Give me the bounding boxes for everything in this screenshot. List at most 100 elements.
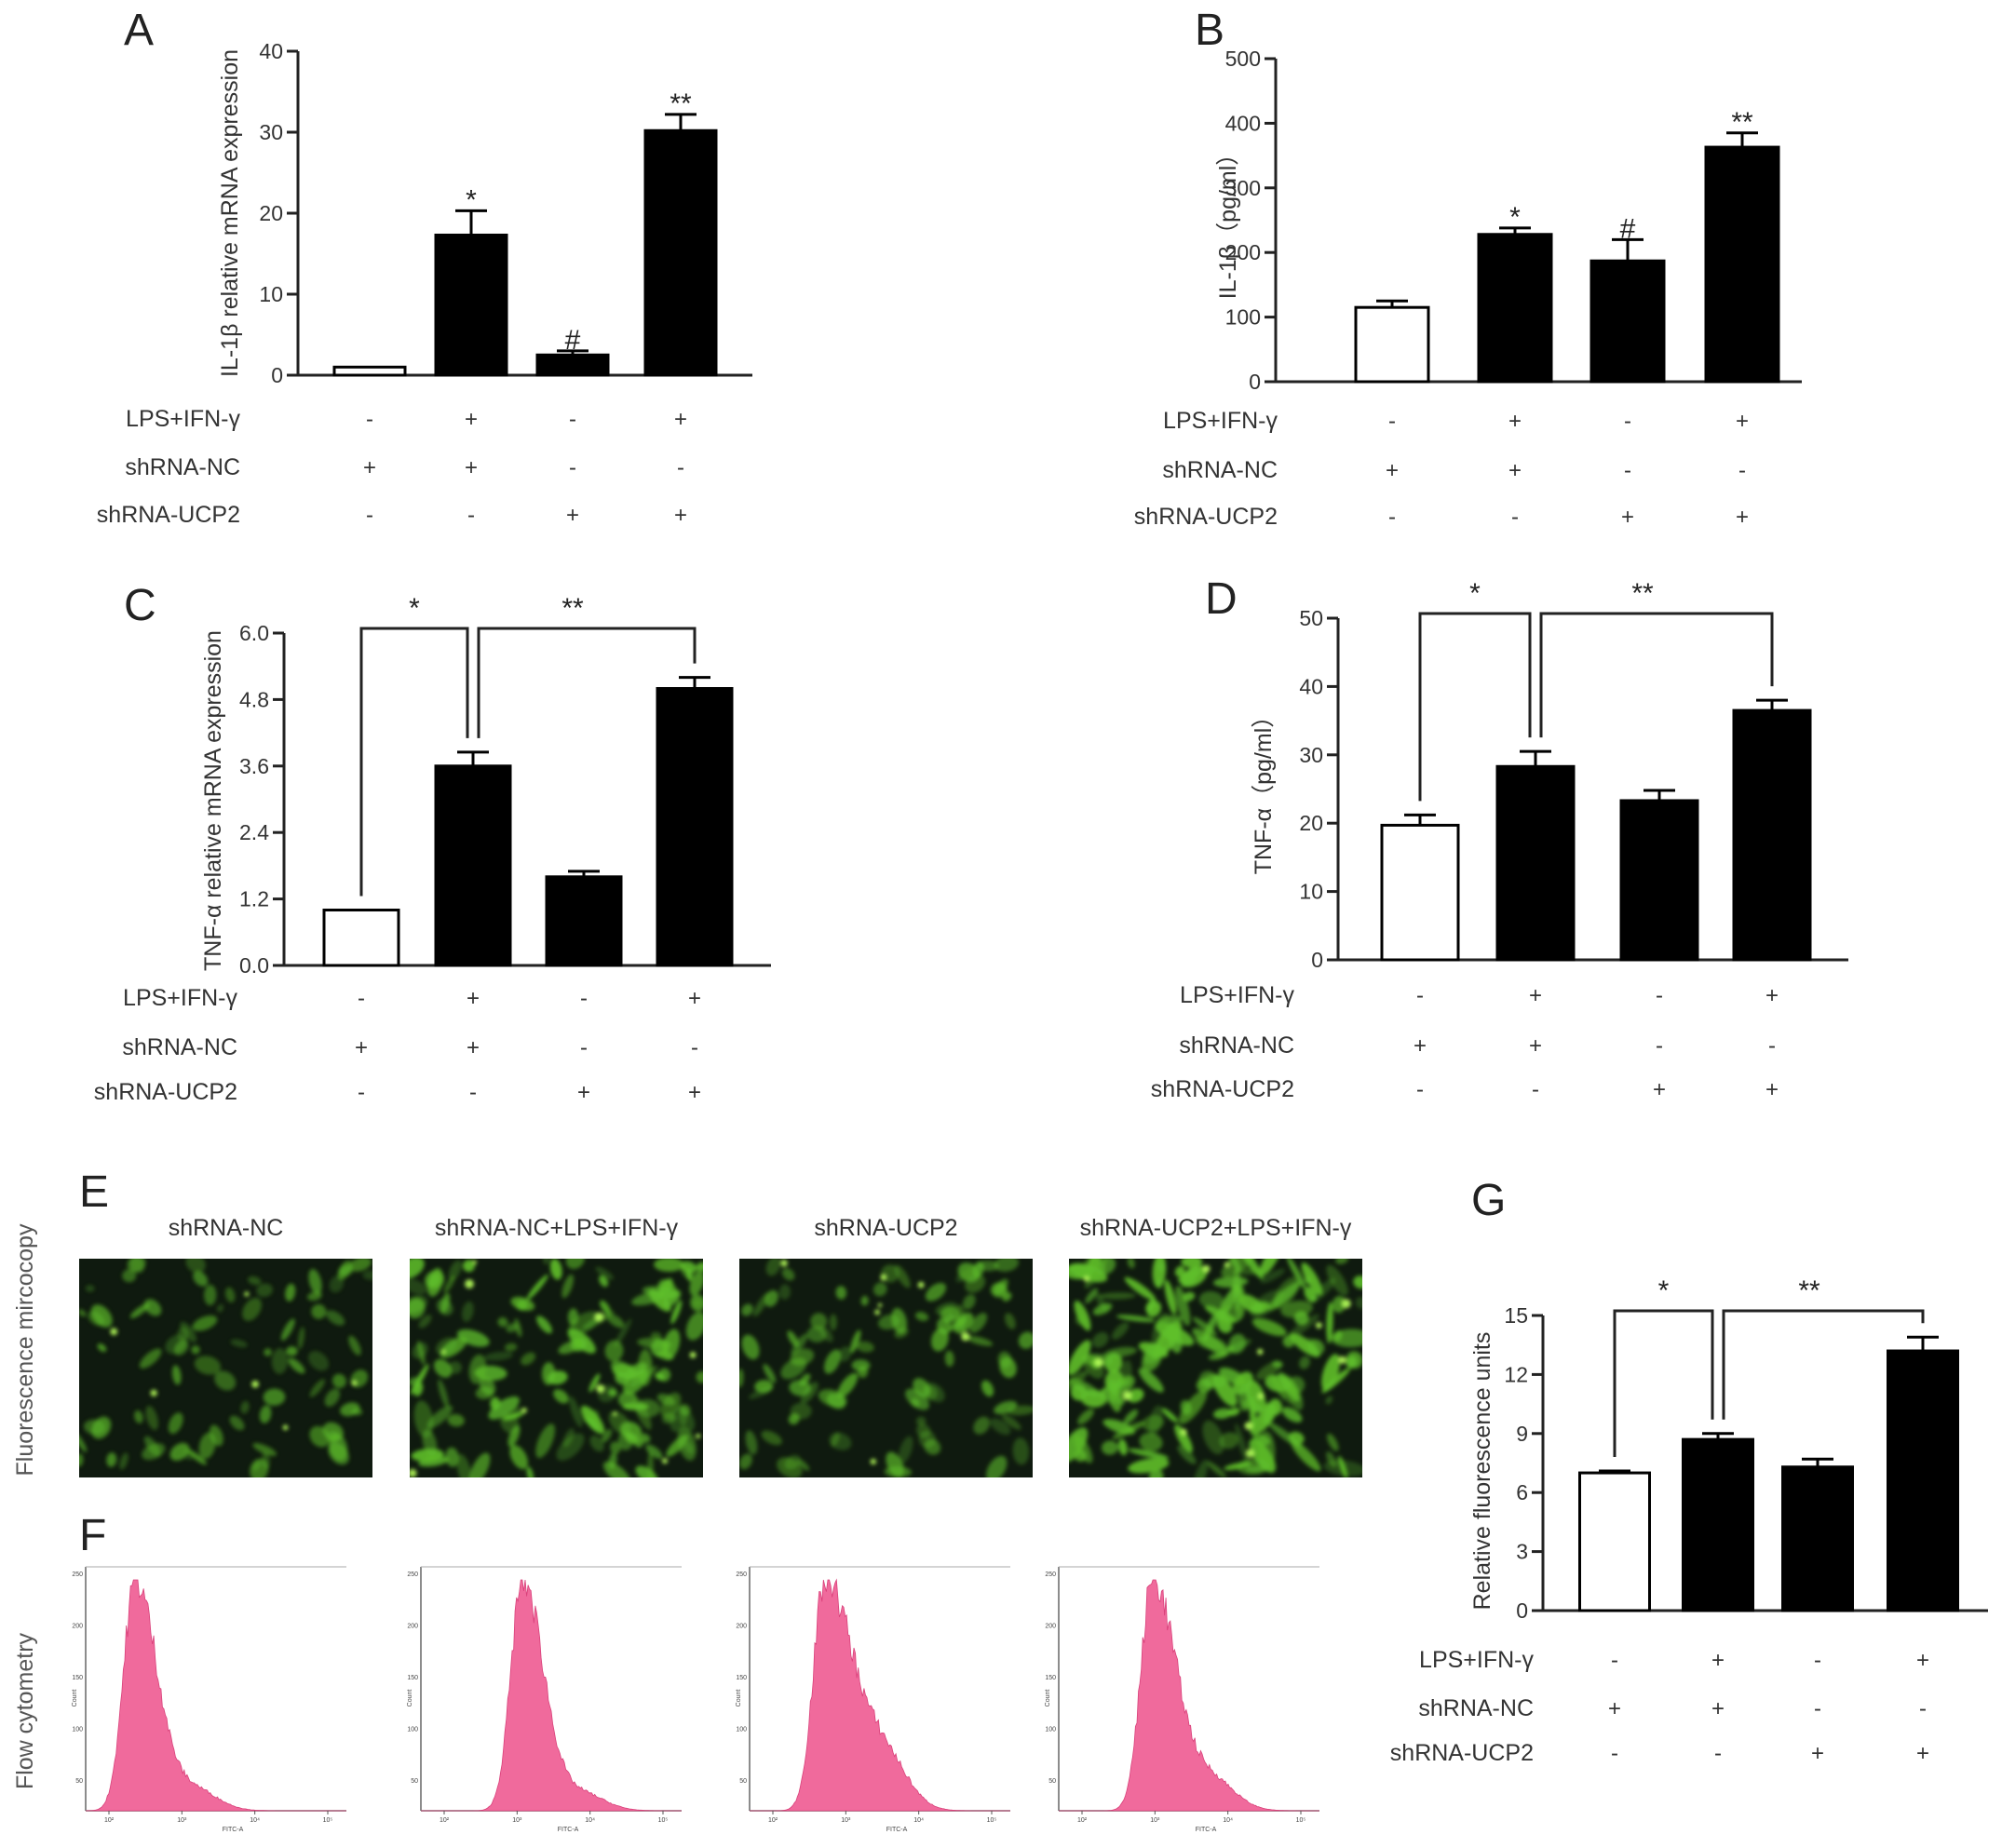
cells — [79, 1259, 372, 1477]
cell — [324, 1388, 341, 1407]
cell — [791, 1333, 808, 1356]
condition-sign: + — [1653, 1077, 1666, 1102]
condition-sign: + — [1508, 409, 1522, 434]
cell — [1286, 1259, 1307, 1290]
condition-sign: - — [569, 407, 576, 432]
y-tick-label: 4.8 — [239, 687, 269, 711]
cell — [1213, 1408, 1232, 1420]
cell — [657, 1368, 671, 1382]
cell — [433, 1358, 453, 1378]
cell — [741, 1303, 753, 1316]
cell — [1174, 1424, 1193, 1453]
cell — [650, 1331, 662, 1341]
cell — [1005, 1313, 1016, 1329]
cell — [506, 1323, 519, 1333]
cell — [214, 1370, 237, 1391]
cell — [745, 1430, 758, 1455]
x-tick-label: 10³ — [841, 1817, 851, 1824]
cell — [264, 1348, 272, 1356]
y-tick-label: 500 — [1225, 47, 1261, 71]
cell — [690, 1294, 703, 1312]
cell — [1196, 1378, 1212, 1393]
fluorescence-image — [1069, 1259, 1362, 1477]
condition-sign: - — [1814, 1648, 1821, 1673]
cell — [799, 1373, 811, 1386]
bright-spot — [282, 1424, 289, 1431]
cell — [349, 1259, 372, 1272]
cell — [1069, 1427, 1089, 1464]
y-tick-label: 10 — [259, 282, 283, 306]
cell — [1355, 1297, 1362, 1309]
histogram-fill — [750, 1578, 1010, 1812]
significance-marker-4: ** — [670, 88, 692, 119]
cell — [739, 1453, 752, 1470]
condition-sign: - — [1656, 1033, 1663, 1059]
bright-spot — [877, 1302, 883, 1308]
cell — [753, 1292, 769, 1317]
cell — [311, 1303, 327, 1319]
cell — [1301, 1262, 1323, 1296]
x-tick-label: 10⁴ — [1223, 1817, 1233, 1824]
bright-spot — [1257, 1348, 1264, 1356]
cell — [224, 1287, 236, 1303]
cell — [468, 1354, 487, 1384]
bright-spot — [1245, 1449, 1255, 1458]
condition-sign: + — [1529, 983, 1542, 1008]
cell — [119, 1452, 129, 1470]
bracket-significance-label: * — [409, 593, 420, 624]
cell — [1196, 1335, 1227, 1351]
cell — [504, 1342, 518, 1352]
cell — [447, 1413, 465, 1427]
cell — [526, 1274, 548, 1301]
cell — [599, 1275, 609, 1288]
cell — [541, 1362, 556, 1385]
bright-spot — [874, 1309, 881, 1315]
condition-label: shRNA-NC — [122, 1034, 237, 1060]
cell — [1092, 1331, 1109, 1348]
cell — [1338, 1455, 1348, 1477]
cell — [1012, 1437, 1030, 1465]
panel-letter-G: G — [1471, 1176, 1506, 1225]
condition-sign: + — [1765, 1077, 1779, 1102]
cell — [765, 1259, 781, 1276]
cell — [981, 1380, 994, 1397]
condition-sign: - — [1532, 1077, 1539, 1102]
y-tick-label: 3.6 — [239, 754, 269, 778]
cell — [1212, 1374, 1238, 1407]
x-tick-label: 10⁵ — [987, 1817, 997, 1824]
cell — [500, 1412, 520, 1434]
cell — [588, 1373, 601, 1393]
bar-3 — [545, 875, 623, 967]
bright-spot — [961, 1332, 970, 1342]
cell — [1245, 1380, 1266, 1413]
x-tick-label: 10³ — [177, 1817, 187, 1824]
y-tick-label: 50 — [1048, 1778, 1056, 1785]
condition-sign: - — [580, 1035, 588, 1060]
cell — [122, 1269, 137, 1283]
cell — [601, 1429, 613, 1443]
cell — [891, 1307, 907, 1334]
y-tick-label: 9 — [1516, 1422, 1528, 1446]
condition-sign: - — [1511, 505, 1519, 530]
cell — [1225, 1259, 1242, 1273]
cell — [556, 1433, 585, 1461]
y-tick-label: 200 — [1225, 240, 1261, 264]
cell — [553, 1389, 569, 1404]
condition-sign: + — [465, 455, 478, 480]
histogram-y-label: Count — [736, 1690, 742, 1707]
cell — [662, 1329, 681, 1360]
bracket-significance-label: * — [1469, 578, 1481, 609]
bright-spot — [613, 1411, 617, 1416]
significance-marker-2: * — [1509, 202, 1521, 233]
bright-spot — [472, 1260, 478, 1264]
cell — [90, 1304, 113, 1328]
bracket-significance-label: ** — [561, 593, 584, 624]
y-tick-label: 0 — [271, 363, 283, 387]
y-tick-label: 50 — [1299, 606, 1323, 630]
condition-label: LPS+IFN-γ — [1163, 408, 1278, 434]
cell — [1177, 1445, 1197, 1464]
bright-spot — [696, 1433, 701, 1439]
cell — [1094, 1291, 1107, 1313]
cell — [1181, 1277, 1197, 1288]
panel-letter-F: F — [79, 1511, 106, 1560]
